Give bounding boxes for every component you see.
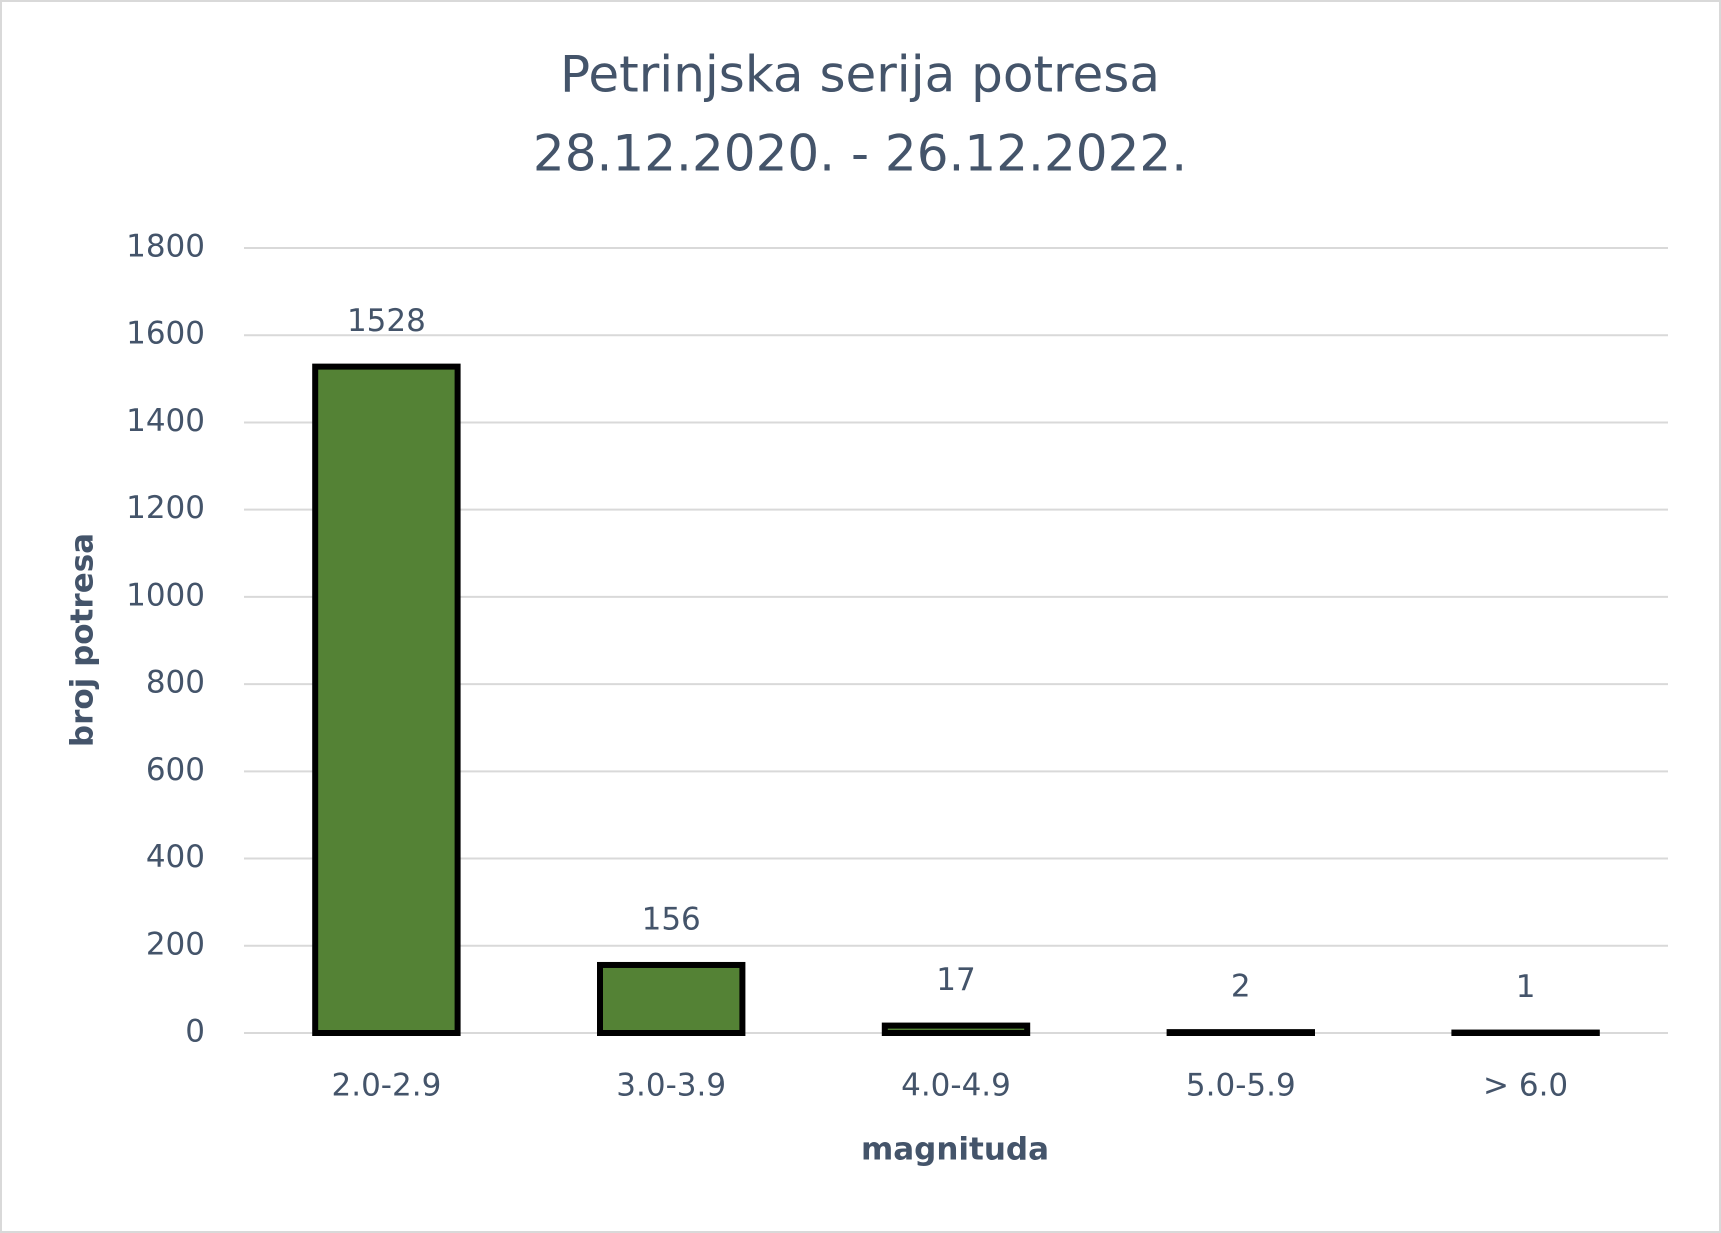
- bar: [881, 1022, 1031, 1036]
- y-tick-label: 1200: [126, 490, 205, 526]
- bar: [312, 363, 461, 1037]
- value-label: 1: [1516, 969, 1536, 1005]
- chart-title: 28.12.2020. - 26.12.2022.: [533, 125, 1187, 183]
- y-tick-label: 800: [146, 665, 205, 701]
- value-label: 17: [936, 962, 975, 998]
- x-tick-label: 2.0-2.9: [332, 1068, 442, 1104]
- y-tick-label: 600: [146, 752, 205, 788]
- x-tick-label: 4.0-4.9: [901, 1068, 1011, 1104]
- y-axis-title: broj potresa: [65, 533, 101, 747]
- y-tick-label: 1800: [126, 229, 205, 265]
- y-tick-label: 1400: [126, 403, 205, 439]
- y-tick-label: 400: [146, 839, 205, 875]
- bar: [1166, 1029, 1315, 1037]
- x-tick-label: 3.0-3.9: [616, 1068, 726, 1104]
- chart-title: Petrinjska serija potresa: [560, 46, 1160, 104]
- x-tick-label: 5.0-5.9: [1186, 1068, 1296, 1104]
- y-tick-label: 0: [185, 1014, 205, 1050]
- x-axis-title: magnituda: [861, 1132, 1049, 1168]
- value-label: 1528: [347, 303, 426, 339]
- y-tick-label: 1600: [126, 316, 205, 352]
- value-label: 156: [642, 901, 701, 937]
- y-tick-label: 1000: [126, 577, 205, 613]
- value-label: 2: [1231, 969, 1251, 1005]
- x-tick-label: > 6.0: [1483, 1068, 1568, 1104]
- y-tick-label: 200: [146, 926, 205, 962]
- bar: [597, 961, 746, 1037]
